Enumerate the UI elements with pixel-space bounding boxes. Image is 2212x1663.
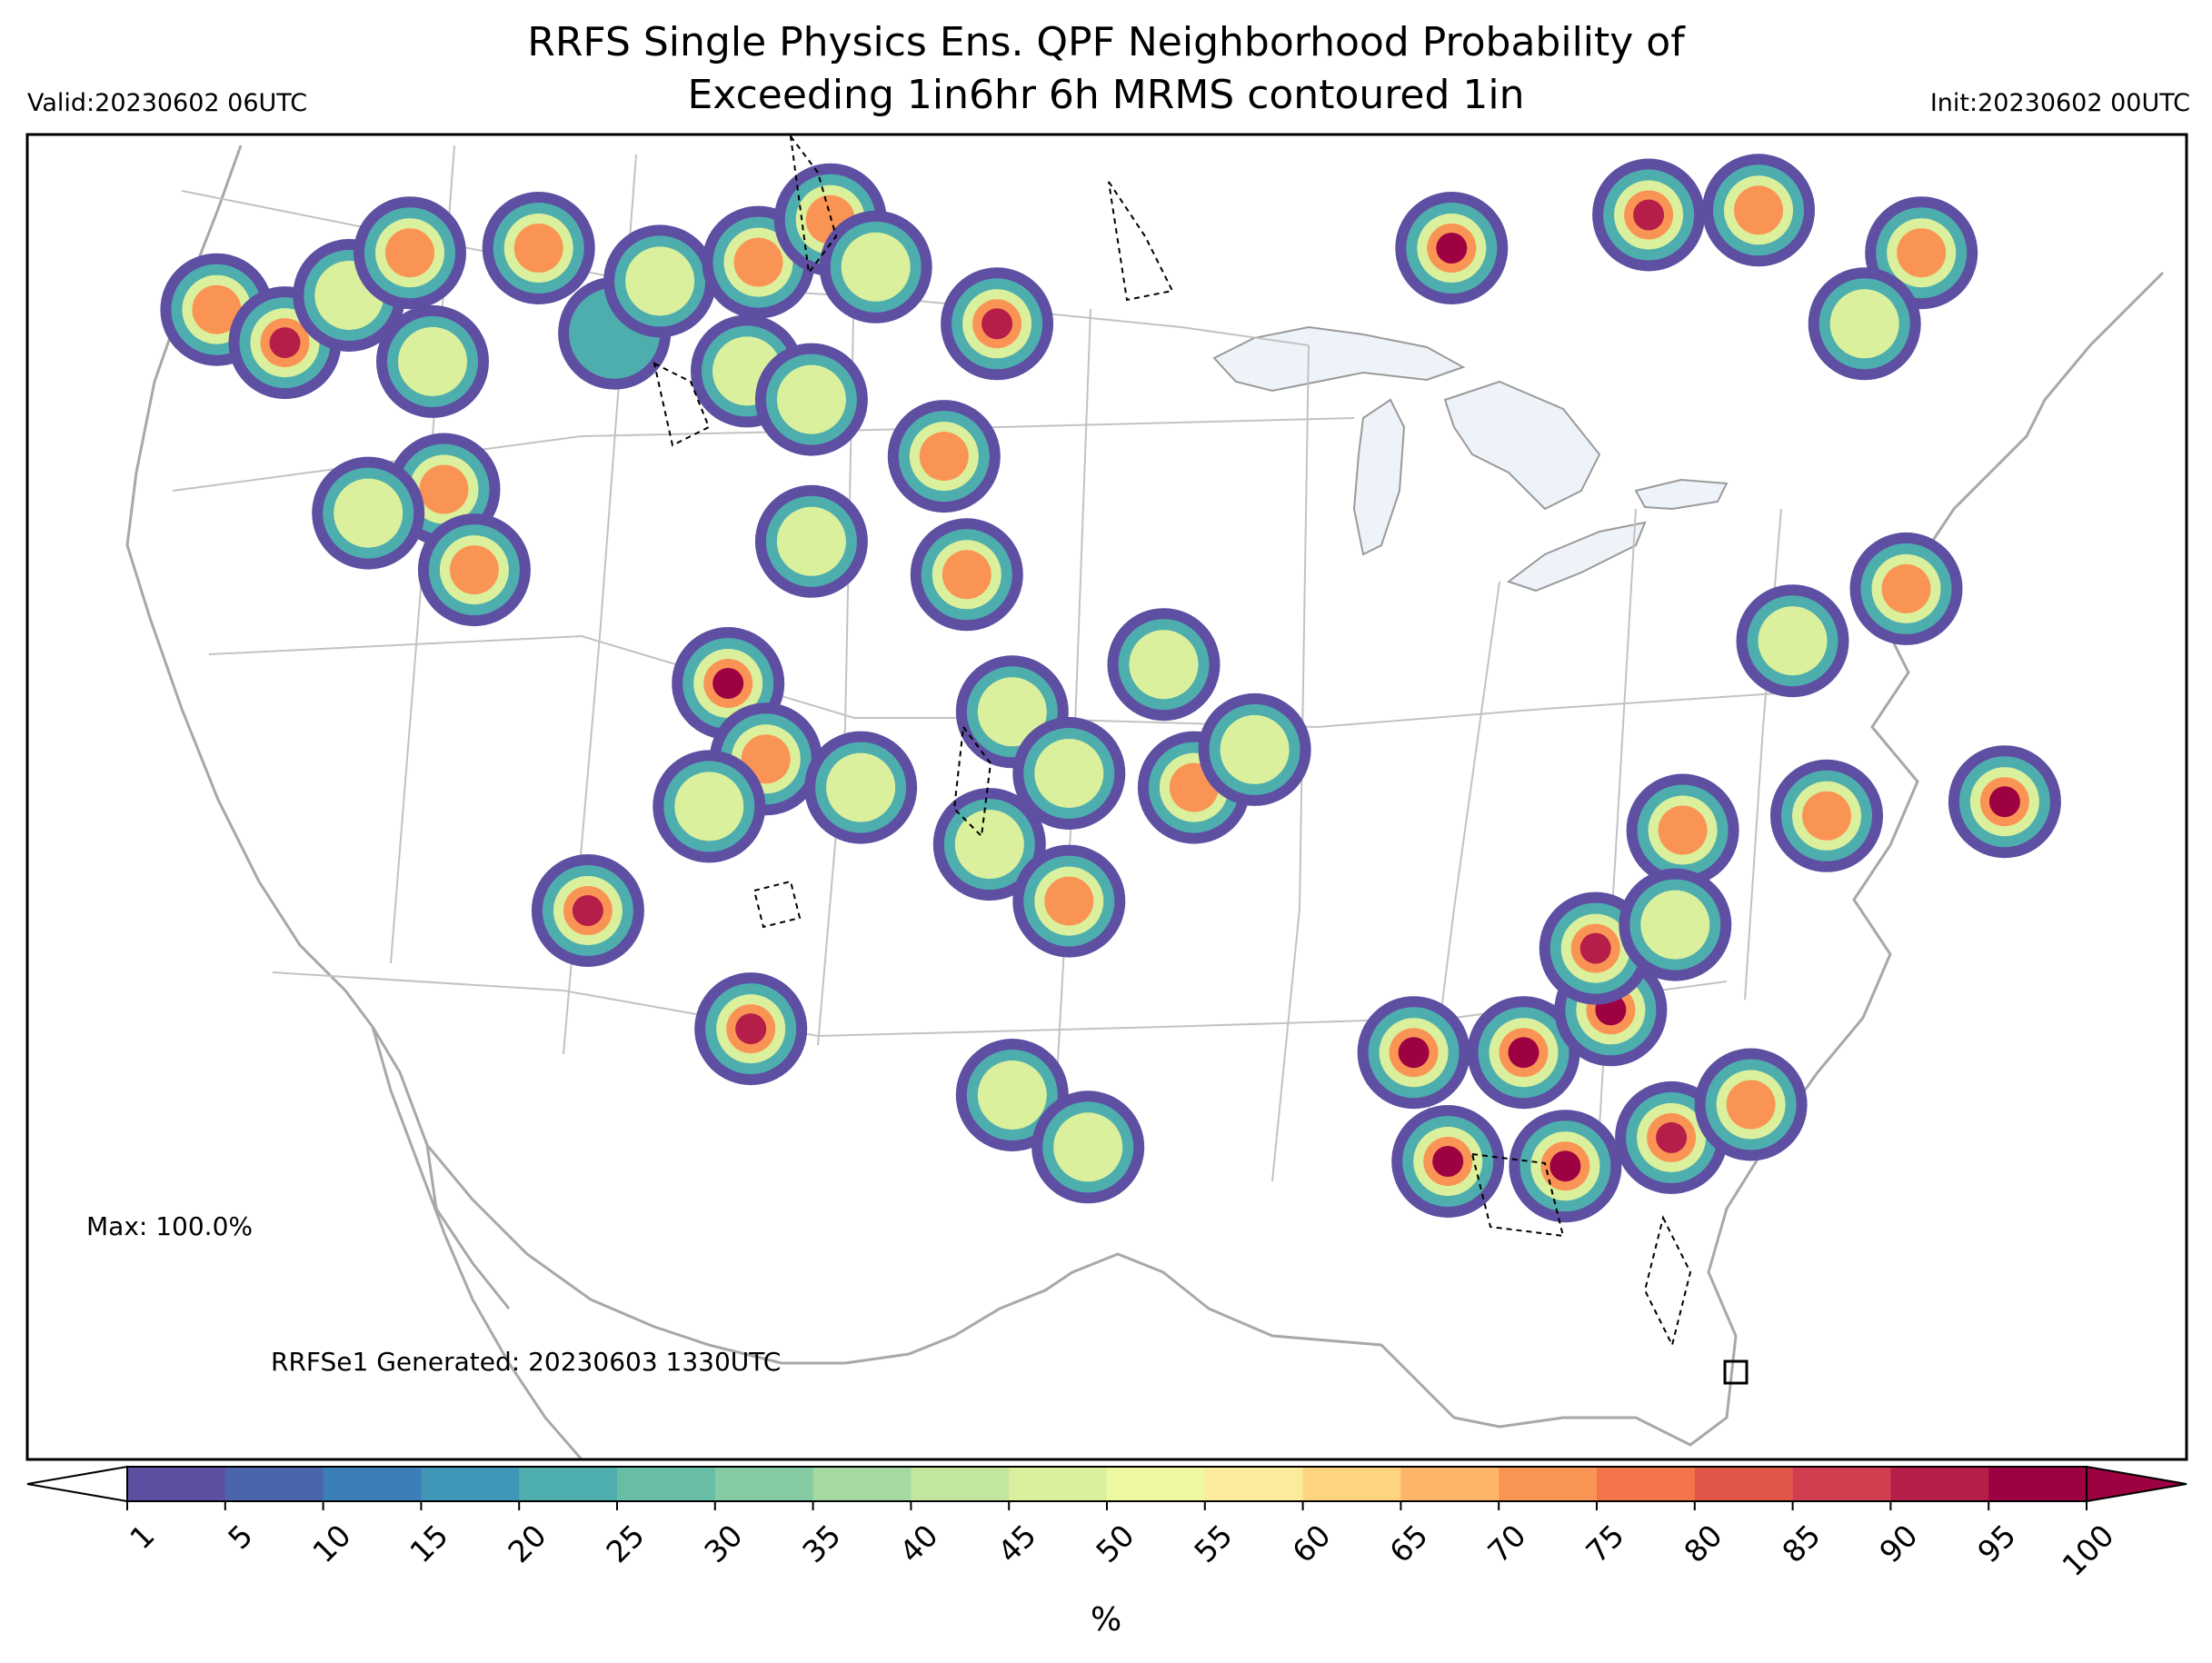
probability-blob [1770, 759, 1883, 872]
probability-blob [1702, 154, 1815, 267]
probability-blob [941, 267, 1054, 381]
colorbar-segment [1204, 1467, 1304, 1501]
probability-blob [887, 400, 1001, 513]
great-lakes [1212, 325, 1729, 593]
probability-blob [531, 854, 644, 967]
probability-blob [1107, 608, 1221, 722]
probability-blob [1619, 868, 1732, 981]
valid-time: Valid:20230602 06UTC [27, 89, 308, 117]
colorbar-under-extension [26, 1465, 128, 1503]
probability-blob [376, 304, 489, 418]
probability-blob [653, 750, 766, 863]
mrms-contours [653, 134, 1692, 1348]
probability-blob [1694, 1048, 1808, 1161]
colorbar-segment [127, 1467, 226, 1501]
probability-blob [804, 731, 918, 844]
colorbar-segment [617, 1467, 716, 1501]
probability-blob [1391, 1105, 1505, 1218]
probability-blob [819, 210, 932, 324]
map-frame [25, 133, 2188, 1461]
probability-blob [1031, 1090, 1145, 1204]
lake-erie [1506, 521, 1647, 593]
figure-title: RRFS Single Physics Ens. QPF Neighborhoo… [0, 16, 2212, 122]
probability-blob [482, 192, 595, 304]
colorbar-over-extension [2086, 1465, 2187, 1503]
colorbar-segment [224, 1467, 324, 1501]
probability-field [160, 154, 2061, 1223]
colorbar-segment [323, 1467, 422, 1501]
colorbar-segment [421, 1467, 520, 1501]
colorbar-label: % [1091, 1601, 1122, 1638]
colorbar-segment [1597, 1467, 1696, 1501]
probability-blob [754, 484, 868, 598]
probability-blob [1012, 717, 1126, 830]
probability-blob [1626, 773, 1739, 887]
lake-michigan [1352, 398, 1406, 556]
probability-blob [754, 343, 868, 456]
lake-huron [1443, 380, 1601, 511]
probability-blob [1198, 692, 1311, 806]
probability-blob [1592, 158, 1706, 272]
probability-blob [354, 196, 466, 310]
probability-blob [1849, 532, 1963, 645]
colorbar-segment [1009, 1467, 1108, 1501]
lake-ontario [1634, 478, 1729, 511]
colorbar-segment [1890, 1467, 1989, 1501]
colorbar-segment [812, 1467, 912, 1501]
marker-square [1723, 1359, 1749, 1385]
probability-blob [694, 972, 808, 1086]
probability-blob [910, 518, 1023, 632]
probability-blob [1357, 996, 1470, 1110]
title-line-1: RRFS Single Physics Ens. QPF Neighborhoo… [527, 19, 1685, 65]
baja-coast [371, 1026, 583, 1459]
colorbar-segment [1792, 1467, 1891, 1501]
init-time: Init:20230602 00UTC [1929, 89, 2190, 117]
lake-superior [1212, 325, 1466, 393]
colorbar-segment [1988, 1467, 2087, 1501]
colorbar-segment [714, 1467, 814, 1501]
probability-blob [603, 224, 717, 338]
probability-blob [1736, 584, 1849, 698]
probability-blob [1865, 196, 1978, 310]
probability-blob [1395, 192, 1509, 304]
probability-blob [312, 456, 425, 570]
probability-blob [1808, 267, 1921, 381]
probability-blob [1948, 745, 2061, 859]
colorbar-segment [1400, 1467, 1500, 1501]
colorbar-segment [519, 1467, 618, 1501]
colorbar-segment [1302, 1467, 1401, 1501]
title-line-2: Exceeding 1in6hr 6h MRMS contoured 1in [687, 72, 1525, 118]
probability-blob [417, 513, 531, 627]
colorbar-segment [1107, 1467, 1206, 1501]
colorbar-segment [1499, 1467, 1598, 1501]
generated-note: RRFSe1 Generated: 20230603 1330UTC [271, 1347, 782, 1377]
probability-blob [1467, 996, 1580, 1110]
probability-blob [1012, 844, 1126, 958]
colorbar [26, 1465, 2187, 1510]
colorbar-segment [911, 1467, 1010, 1501]
colorbar-segment [1694, 1467, 1794, 1501]
probability-blob [1509, 1110, 1622, 1223]
coastline [125, 144, 2165, 1447]
max-note: Max: 100.0% [86, 1211, 253, 1241]
